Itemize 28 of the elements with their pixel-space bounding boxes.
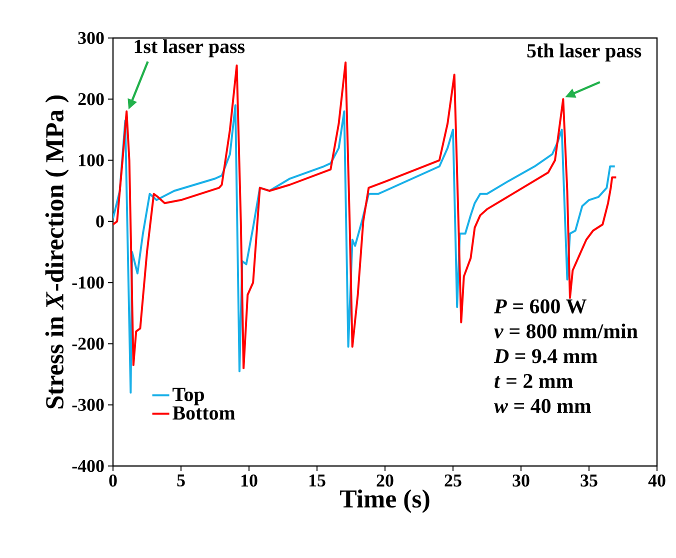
y-tick-label: 100 bbox=[79, 154, 104, 166]
x-tick-label: 35 bbox=[580, 474, 598, 487]
y-tick-label: -400 bbox=[72, 460, 104, 472]
y-tick-label: -200 bbox=[72, 338, 104, 350]
x-tick-label: 40 bbox=[648, 474, 666, 487]
x-tick-label: 0 bbox=[109, 474, 117, 487]
x-tick-label: 10 bbox=[241, 474, 258, 487]
legend-label: Top bbox=[172, 388, 204, 406]
legend-label: Bottom bbox=[172, 406, 236, 420]
y-tick-label: -100 bbox=[72, 276, 104, 289]
x-tick-label: 25 bbox=[444, 474, 462, 487]
annotation: v = 800 mm/min bbox=[494, 324, 638, 338]
x-tick-label: 20 bbox=[376, 474, 394, 487]
annotation: 1st laser pass bbox=[134, 39, 245, 58]
x-tick-label: 5 bbox=[177, 474, 185, 486]
x-tick-label: 15 bbox=[309, 474, 326, 487]
y-tick-label: 300 bbox=[78, 32, 104, 44]
annotation: w = 40 mm bbox=[494, 398, 592, 414]
annotation: t = 2 mm bbox=[494, 374, 573, 388]
annotation: P = 600 W bbox=[494, 299, 587, 314]
y-axis-title: Stress in X-direction ( MPa ) bbox=[45, 95, 69, 408]
y-tick-label: -300 bbox=[72, 398, 104, 411]
annotation: 5th laser pass bbox=[527, 43, 642, 62]
annotation: D = 9.4 mm bbox=[494, 349, 598, 364]
x-tick-label: 30 bbox=[512, 474, 530, 487]
y-tick-label: 200 bbox=[78, 93, 104, 106]
x-axis-title: Time (s) bbox=[340, 489, 430, 513]
y-tick-label: 0 bbox=[96, 215, 104, 228]
